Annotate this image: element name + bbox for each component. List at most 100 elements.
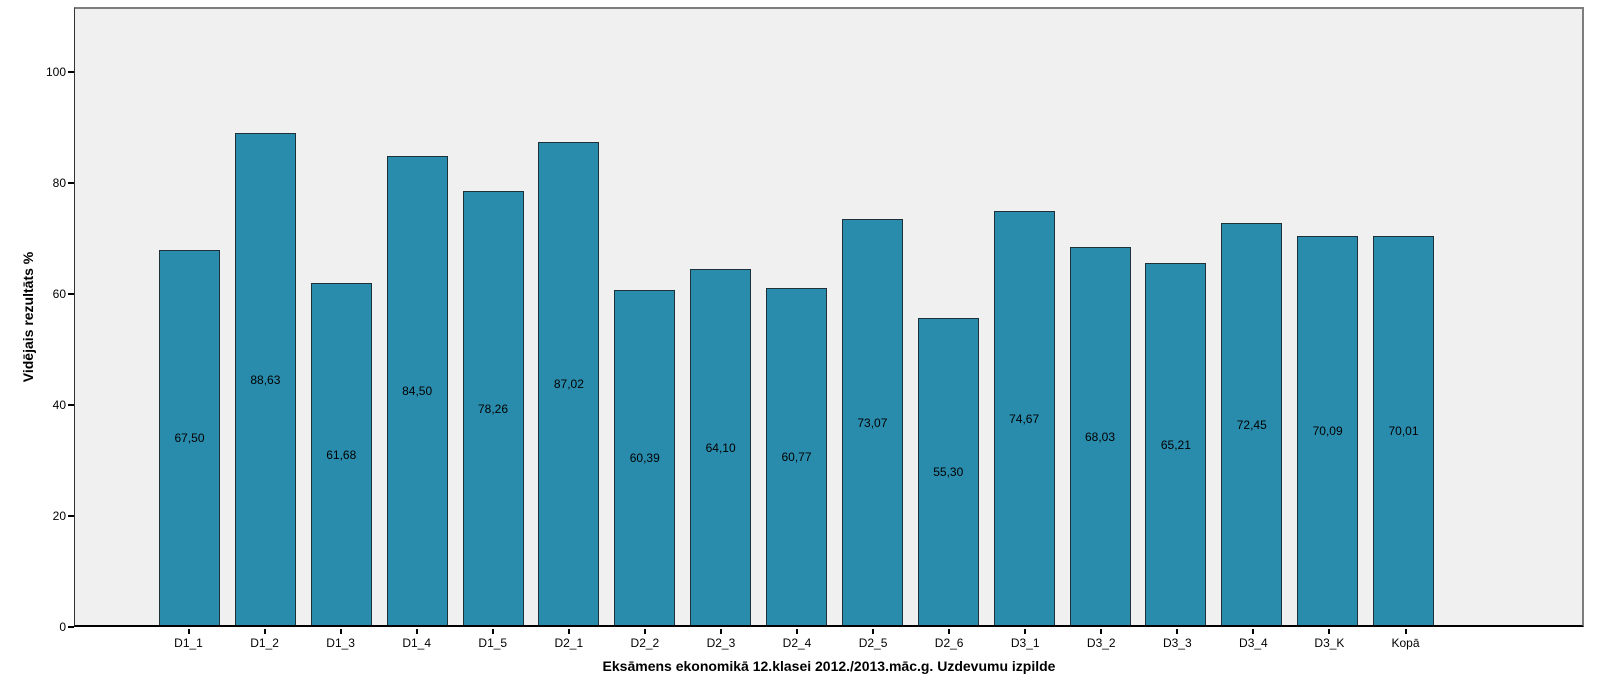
x-tick-mark	[948, 629, 951, 634]
bar-value-label: 64,10	[705, 440, 736, 455]
x-tick: D1_4	[386, 629, 447, 653]
y-tick: 100	[46, 65, 74, 79]
bar-value-label: 70,09	[1312, 424, 1343, 438]
y-tick: 20	[53, 509, 74, 523]
bar-value-label: 78,26	[477, 401, 509, 416]
x-axis-title: Eksāmens ekonomikā 12.klasei 2012./2013.…	[602, 658, 1056, 674]
x-tick-label: D3_3	[1162, 636, 1192, 650]
bar: 70,01	[1373, 236, 1434, 625]
x-tick-mark	[339, 629, 342, 634]
bar: 61,68	[310, 283, 372, 625]
y-tick-label: 100	[45, 65, 66, 79]
x-tick-label: D2_5	[858, 636, 888, 650]
x-tick-mark	[643, 629, 646, 634]
x-tick-mark	[567, 629, 570, 634]
x-tick: Kopā	[1375, 629, 1436, 653]
x-tick: D1_3	[310, 629, 371, 653]
bar-value-label: 55,30	[933, 465, 964, 479]
bar: 60,39	[614, 290, 676, 625]
y-axis-ticks: 0 20 40 60 80 100	[0, 7, 74, 634]
x-tick-mark	[796, 629, 798, 634]
x-tick: D1_1	[158, 629, 219, 653]
y-tick-label: 40	[52, 398, 66, 412]
x-tick-label: D1_5	[478, 636, 508, 650]
x-tick-label: D2_6	[934, 636, 964, 650]
bar: 87,02	[538, 142, 600, 625]
x-tick-mark	[187, 629, 190, 634]
x-tick-label: D2_4	[782, 636, 812, 650]
bar-value-label: 88,63	[250, 372, 281, 387]
bar-value-label: 61,68	[326, 447, 357, 462]
x-tick: D3_K	[1299, 629, 1360, 653]
y-tick-label: 60	[52, 287, 66, 301]
bar-value-label: 72,45	[1236, 417, 1267, 432]
y-tick: 60	[53, 287, 74, 301]
y-tick: 40	[53, 398, 74, 412]
y-tick-mark	[68, 404, 74, 406]
bar-value-label: 87,02	[553, 377, 584, 391]
x-tick-label: D1_3	[326, 636, 355, 650]
x-tick: D2_3	[690, 629, 751, 653]
x-tick: D2_1	[538, 629, 599, 653]
y-tick-mark	[68, 515, 74, 517]
x-tick-label: D1_1	[174, 636, 203, 650]
bar: 88,63	[234, 133, 296, 625]
bar: 55,30	[917, 318, 979, 625]
bar-value-label: 68,03	[1084, 429, 1116, 444]
y-tick-mark	[68, 182, 74, 184]
bar: 70,09	[1297, 236, 1359, 625]
bars: 67,50 88,63 61,68 84,50 78,26 87,02 60,39 64,10…	[159, 9, 1434, 625]
x-tick-label: D3_K	[1314, 636, 1345, 650]
bar: 73,07	[841, 219, 903, 625]
y-tick-mark	[68, 626, 74, 628]
x-tick-mark	[1024, 629, 1027, 634]
x-tick-label: D3_4	[1239, 636, 1268, 650]
x-tick: D2_5	[843, 629, 904, 653]
y-tick: 80	[53, 176, 74, 190]
bar-value-label: 65,21	[1160, 437, 1191, 452]
x-tick-mark	[263, 629, 266, 634]
x-tick: D3_2	[1071, 629, 1132, 653]
bar: 84,50	[386, 156, 448, 625]
x-tick: D3_4	[1223, 629, 1284, 653]
x-tick-mark	[491, 629, 494, 634]
x-tick-label: D1_2	[250, 636, 279, 650]
bar: 60,77	[766, 288, 827, 625]
x-tick-mark	[1252, 629, 1255, 634]
bar: 68,03	[1069, 247, 1131, 625]
x-tick-mark	[1100, 629, 1103, 634]
x-tick: D1_5	[462, 629, 523, 653]
x-tick-mark	[1176, 629, 1179, 634]
x-tick: D2_2	[614, 629, 675, 653]
bar: 74,67	[993, 211, 1055, 625]
x-tick: D3_3	[1147, 629, 1208, 653]
bar-value-label: 84,50	[402, 384, 433, 398]
y-tick-label: 80	[52, 176, 66, 190]
y-tick-label: 20	[52, 509, 66, 523]
y-tick-mark	[68, 71, 74, 73]
bar: 67,50	[159, 250, 220, 625]
x-tick-mark	[1404, 629, 1407, 634]
x-tick-label: D1_4	[402, 636, 432, 650]
y-tick-label: 0	[59, 620, 66, 634]
x-tick: D3_1	[995, 629, 1056, 653]
bar-value-label: 60,77	[781, 450, 812, 464]
bar-value-label: 73,07	[857, 415, 888, 430]
x-tick-label: D2_3	[706, 636, 736, 650]
y-tick-mark	[68, 293, 74, 295]
x-axis-ticks: D1_1 D1_2 D1_3 D1_4 D1_5 D2_1 D2_2 D2_3 D2_4 D2_5…	[158, 629, 1436, 653]
bar-value-label: 70,01	[1388, 424, 1419, 438]
plot-area: 67,50 88,63 61,68 84,50 78,26 87,02 60,39 64,10…	[74, 7, 1584, 627]
x-tick-label: D2_2	[630, 636, 660, 650]
bar: 65,21	[1145, 263, 1207, 625]
bar: 64,10	[690, 269, 752, 625]
x-tick-label: Kopā	[1391, 636, 1420, 650]
x-tick: D1_2	[234, 629, 295, 653]
bar: 78,26	[462, 191, 524, 625]
x-tick-mark	[1328, 629, 1331, 634]
x-tick-mark	[872, 629, 875, 634]
x-tick-label: D3_1	[1010, 636, 1040, 650]
x-tick-label: D3_2	[1086, 636, 1116, 650]
x-tick-mark	[415, 629, 418, 634]
